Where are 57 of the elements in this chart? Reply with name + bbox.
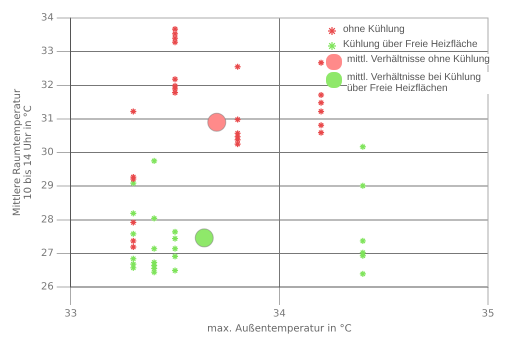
point — [359, 237, 366, 245]
legend-label: Kühlung über Freie Heizfläche — [343, 39, 478, 50]
point — [130, 255, 137, 262]
y-tick-label: 30 — [40, 147, 54, 158]
y-tick-label: 31 — [40, 113, 54, 124]
y-axis-title: Mittlere Raumtemperatur 10 bis 14 Uhr in °C — [12, 88, 34, 216]
point — [359, 270, 366, 278]
point — [317, 122, 325, 129]
x-tick-label: 34 — [272, 308, 286, 320]
y-tick-label: 27 — [40, 248, 54, 259]
point — [150, 268, 158, 276]
legend-label: mittl. Verhältnisse ohne Kühlung — [347, 54, 490, 65]
point — [130, 108, 137, 116]
y-tick-label: 33 — [40, 46, 54, 58]
point — [234, 140, 242, 148]
point — [234, 63, 242, 70]
point — [359, 249, 366, 256]
point — [207, 112, 226, 132]
point — [171, 76, 179, 83]
point — [171, 252, 179, 260]
point — [234, 116, 242, 124]
point — [317, 99, 325, 106]
y-tick-label: 28 — [40, 214, 54, 226]
x-tick-label: 35 — [482, 308, 494, 320]
point — [171, 228, 179, 236]
point — [317, 91, 325, 99]
legend-label: ohne Kühlung — [343, 24, 405, 35]
y-tick-label: 29 — [40, 180, 54, 192]
legend-label: mittl. Verhältnisse bei Kühlung über Freie Heizflächen — [347, 72, 498, 94]
point — [317, 59, 325, 66]
point — [130, 210, 137, 217]
point — [359, 143, 366, 150]
point — [317, 129, 325, 136]
y-tick-label: 32 — [40, 80, 54, 91]
point — [130, 180, 137, 187]
point — [194, 228, 214, 248]
point — [359, 252, 366, 260]
point — [130, 218, 137, 226]
y-tick-label: 34 — [40, 12, 54, 24]
point — [130, 264, 137, 272]
point — [130, 237, 137, 245]
x-tick-label: 33 — [64, 308, 78, 320]
point — [150, 245, 158, 252]
point — [234, 133, 242, 140]
point — [234, 130, 242, 137]
x-axis-title: max. Außentemperatur in °C — [207, 324, 352, 335]
point — [150, 214, 158, 222]
point — [150, 157, 158, 165]
point — [171, 38, 179, 46]
point — [359, 182, 366, 190]
point — [130, 230, 137, 238]
point — [130, 243, 137, 251]
point — [317, 108, 325, 116]
y-tick-label: 26 — [40, 282, 54, 293]
point — [171, 266, 179, 274]
point — [171, 234, 179, 242]
point — [171, 245, 179, 252]
